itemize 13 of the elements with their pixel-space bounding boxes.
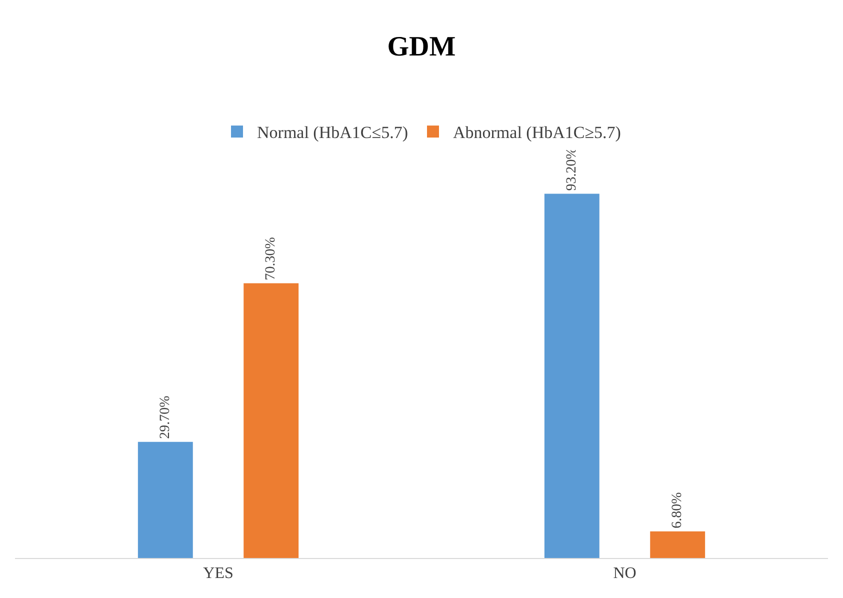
legend-label: Normal (HbA1C≤5.7) bbox=[257, 123, 408, 142]
data-label: 93.20% bbox=[564, 147, 580, 191]
data-label: 29.70% bbox=[158, 395, 173, 439]
bar bbox=[650, 531, 706, 558]
legend-label: Abnormal (HbA1C≥5.7) bbox=[452, 123, 621, 142]
data-label: 6.80% bbox=[670, 492, 686, 528]
data-label: 70.30% bbox=[264, 236, 279, 280]
bar bbox=[138, 442, 193, 558]
x-tick-label: YES bbox=[203, 565, 234, 582]
chart-title: GDM bbox=[387, 31, 456, 62]
bar bbox=[544, 194, 600, 558]
bar bbox=[244, 283, 299, 558]
x-tick-label: NO bbox=[613, 565, 636, 582]
